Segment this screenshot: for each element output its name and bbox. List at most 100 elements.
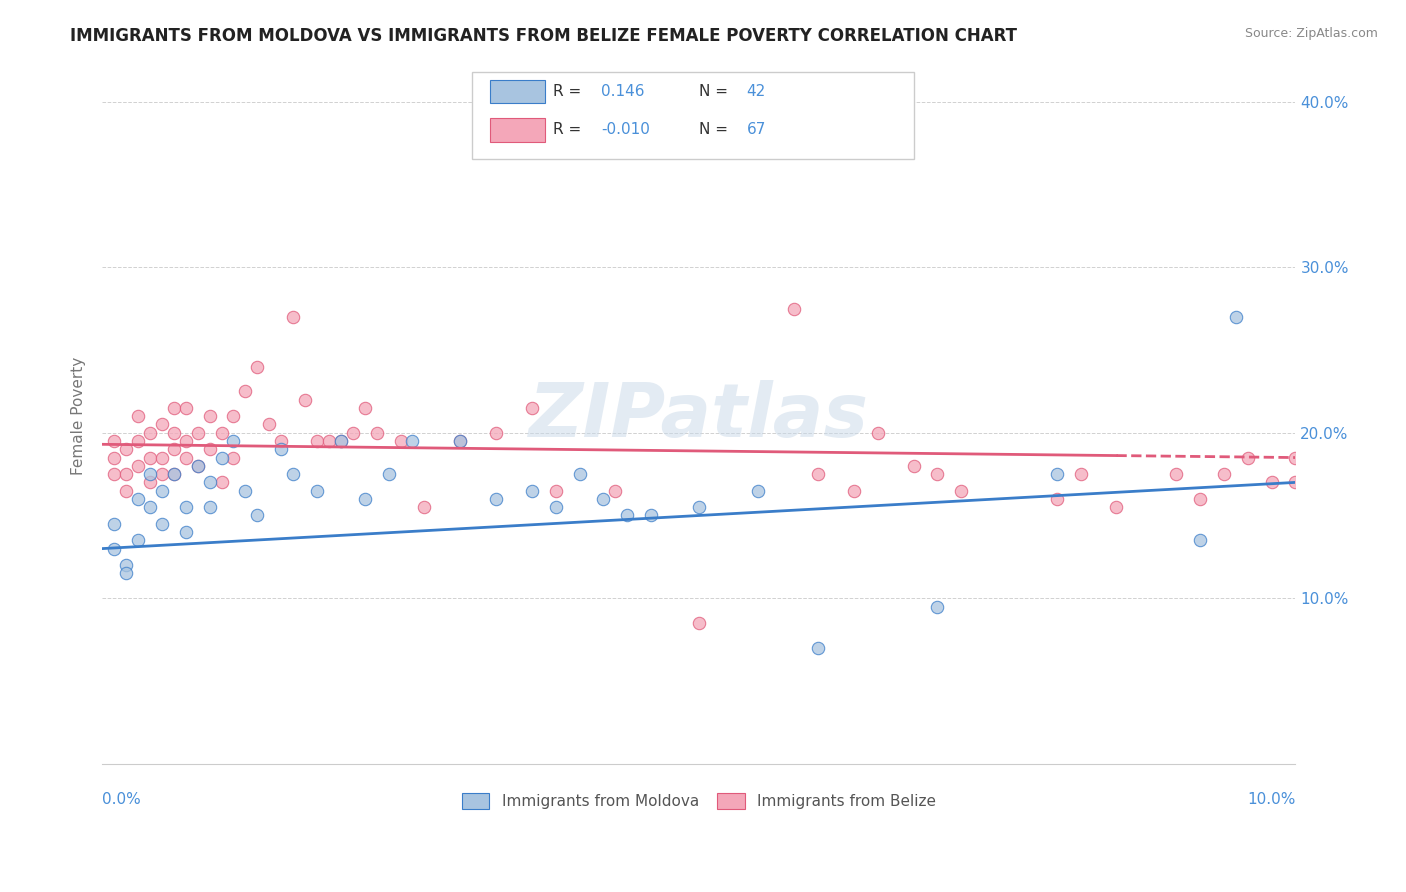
Point — [688, 616, 710, 631]
Point — [747, 483, 769, 498]
Point — [150, 467, 173, 482]
Point — [449, 434, 471, 448]
Point — [305, 434, 328, 448]
Point — [222, 409, 245, 424]
Point — [485, 425, 508, 440]
Text: 42: 42 — [747, 84, 766, 99]
Point — [127, 491, 149, 506]
Text: 67: 67 — [747, 122, 766, 137]
Point — [1070, 467, 1092, 482]
Point — [103, 434, 125, 448]
Text: 0.0%: 0.0% — [103, 791, 141, 806]
Point — [842, 483, 865, 498]
Point — [281, 467, 304, 482]
Point — [353, 491, 375, 506]
Point — [174, 450, 197, 465]
Point — [342, 425, 364, 440]
Point — [150, 450, 173, 465]
Point — [270, 434, 292, 448]
FancyBboxPatch shape — [472, 72, 914, 159]
Point — [139, 500, 162, 515]
Point — [281, 310, 304, 324]
Point — [1212, 467, 1234, 482]
Text: R =: R = — [553, 84, 582, 99]
Point — [115, 558, 138, 573]
Point — [103, 450, 125, 465]
Point — [688, 500, 710, 515]
Point — [139, 450, 162, 465]
Point — [1284, 475, 1306, 490]
Point — [1188, 491, 1211, 506]
Point — [1105, 500, 1128, 515]
Point — [187, 425, 209, 440]
Point — [211, 450, 233, 465]
Point — [198, 409, 221, 424]
Point — [127, 533, 149, 548]
Point — [139, 467, 162, 482]
Text: N =: N = — [699, 122, 728, 137]
Point — [544, 483, 567, 498]
Point — [366, 425, 388, 440]
Point — [950, 483, 973, 498]
Point — [150, 417, 173, 432]
Point — [174, 500, 197, 515]
Point — [103, 541, 125, 556]
Point — [211, 475, 233, 490]
Point — [115, 483, 138, 498]
Point — [389, 434, 412, 448]
Point — [235, 384, 257, 399]
Point — [616, 508, 638, 523]
Point — [174, 434, 197, 448]
Point — [163, 467, 186, 482]
Point — [163, 442, 186, 457]
Point — [903, 458, 925, 473]
Point — [605, 483, 627, 498]
Point — [198, 442, 221, 457]
Point — [544, 500, 567, 515]
FancyBboxPatch shape — [491, 79, 546, 103]
Text: Source: ZipAtlas.com: Source: ZipAtlas.com — [1244, 27, 1378, 40]
Point — [127, 409, 149, 424]
Point — [640, 508, 662, 523]
Y-axis label: Female Poverty: Female Poverty — [72, 357, 86, 475]
Text: -0.010: -0.010 — [600, 122, 650, 137]
Point — [485, 491, 508, 506]
Point — [246, 359, 269, 374]
Point — [270, 442, 292, 457]
Point — [198, 475, 221, 490]
Text: IMMIGRANTS FROM MOLDOVA VS IMMIGRANTS FROM BELIZE FEMALE POVERTY CORRELATION CHA: IMMIGRANTS FROM MOLDOVA VS IMMIGRANTS FR… — [70, 27, 1018, 45]
Point — [1188, 533, 1211, 548]
Point — [1046, 467, 1069, 482]
Point — [150, 516, 173, 531]
Point — [246, 508, 269, 523]
Point — [127, 458, 149, 473]
Point — [413, 500, 436, 515]
Point — [222, 434, 245, 448]
Point — [520, 401, 543, 415]
Point — [163, 467, 186, 482]
Point — [927, 467, 949, 482]
Point — [866, 425, 889, 440]
Legend: Immigrants from Moldova, Immigrants from Belize: Immigrants from Moldova, Immigrants from… — [456, 787, 942, 815]
Point — [211, 425, 233, 440]
Point — [139, 425, 162, 440]
Point — [318, 434, 340, 448]
Text: 0.146: 0.146 — [600, 84, 644, 99]
Point — [187, 458, 209, 473]
Point — [115, 566, 138, 581]
Point — [187, 458, 209, 473]
Point — [329, 434, 352, 448]
Text: R =: R = — [553, 122, 582, 137]
Point — [198, 500, 221, 515]
Point — [115, 467, 138, 482]
Point — [174, 401, 197, 415]
Point — [235, 483, 257, 498]
Point — [305, 483, 328, 498]
Point — [163, 401, 186, 415]
Point — [520, 483, 543, 498]
Point — [174, 524, 197, 539]
Point — [1166, 467, 1188, 482]
Point — [222, 450, 245, 465]
Point — [1284, 450, 1306, 465]
Text: ZIPatlas: ZIPatlas — [529, 380, 869, 452]
